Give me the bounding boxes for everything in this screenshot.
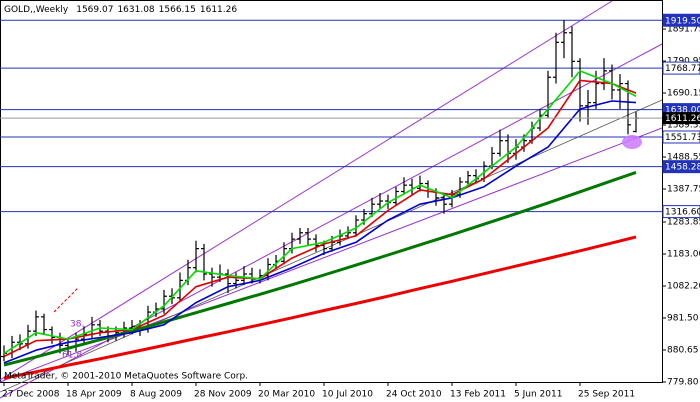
channel-line <box>0 0 613 381</box>
header: GOLD,,Weekly 1569.07 1631.08 1566.15 1611.26 <box>4 5 237 15</box>
x-tick-label: 10 Jul 2010 <box>322 390 373 400</box>
x-tick-label: 20 Mar 2010 <box>258 390 315 400</box>
y-tick-label: 1589.35 <box>667 121 700 131</box>
fib-label: 61.8 <box>62 351 82 361</box>
level-label-box <box>662 160 700 174</box>
y-tick-label: 1183.00 <box>667 250 700 260</box>
level-label: 1316.60 <box>665 208 700 218</box>
level-label: 1768.77 <box>665 64 700 74</box>
y-tick-label: 1082.20 <box>667 282 700 292</box>
y-tick-label: 1790.95 <box>667 57 700 67</box>
y-tick-label: 981.50 <box>667 313 699 323</box>
level-label: 1458.28 <box>665 163 700 173</box>
level-label: 1551.73 <box>665 133 700 143</box>
level-label-box <box>662 130 700 144</box>
copyright: MetaTrader, © 2001-2010 MetaQuotes Softw… <box>4 372 248 382</box>
level-label-box <box>662 61 700 75</box>
highlight-ellipse <box>622 135 642 149</box>
level-label-box <box>662 13 700 27</box>
y-tick-label: 779.80 <box>667 378 699 388</box>
last-high: 1631.08 <box>117 5 154 15</box>
symbol-title: GOLD,,Weekly <box>4 5 69 15</box>
moving-average <box>3 235 637 380</box>
fib-line <box>53 287 79 313</box>
level-label: 1638.00 <box>665 106 700 116</box>
moving-average <box>3 100 637 364</box>
y-tick-label: 1488.55 <box>667 153 700 163</box>
plot-frame <box>0 0 663 383</box>
x-tick-label: 8 Aug 2009 <box>130 390 182 400</box>
moving-average <box>3 79 637 358</box>
channel-line <box>0 127 663 383</box>
level-label-box <box>662 205 700 219</box>
last-close: 1611.26 <box>200 5 237 15</box>
y-tick-label: 1690.15 <box>667 89 700 99</box>
last-open: 1569.07 <box>76 5 113 15</box>
current-price-box <box>663 112 700 125</box>
x-tick-label: 5 Jun 2011 <box>514 390 562 400</box>
level-label: 1919.50 <box>665 16 700 26</box>
x-tick-label: 27 Dec 2008 <box>2 390 60 400</box>
y-tick-label: 880.65 <box>667 345 699 355</box>
y-tick-label: 1387.75 <box>667 185 700 195</box>
x-tick-label: 13 Feb 2011 <box>450 390 506 400</box>
x-tick-label: 28 Nov 2009 <box>194 390 252 400</box>
marks <box>0 19 662 380</box>
x-tick-label: 18 Apr 2009 <box>66 390 122 400</box>
channel-line <box>0 43 663 399</box>
x-tick-label: 25 Sep 2011 <box>578 390 635 400</box>
last-low: 1566.15 <box>159 5 196 15</box>
current-price-label: 1611.26 <box>665 114 700 124</box>
channel-lines <box>0 0 663 399</box>
fib-label: 38. <box>70 320 84 330</box>
y-tick-label: 1283.85 <box>667 218 700 228</box>
y-tick-label: 1891.75 <box>667 25 700 35</box>
moving-average <box>3 70 637 355</box>
moving-average <box>3 170 637 367</box>
x-tick-label: 24 Oct 2010 <box>386 390 442 400</box>
trend-line <box>0 99 663 393</box>
